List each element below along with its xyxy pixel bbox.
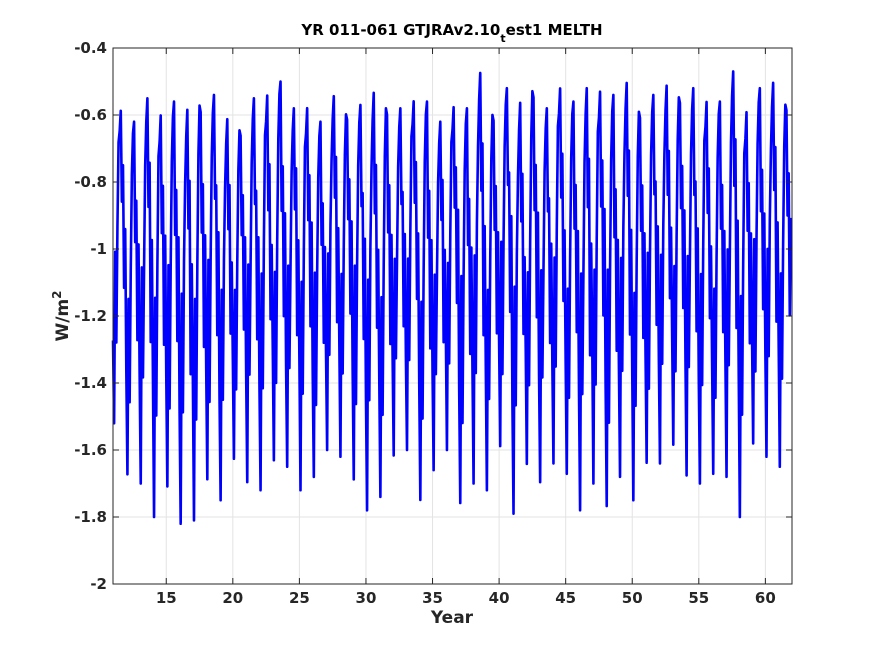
x-tick-label: 30	[356, 589, 377, 607]
y-tick-label: -0.4	[74, 39, 107, 57]
y-tick-label: -1	[90, 240, 107, 258]
x-tick-labels: 15 20 25 30 35 40 45 50 55 60	[156, 589, 776, 607]
y-tick-label: -1.4	[74, 374, 107, 392]
y-tick-label: -1.6	[74, 441, 107, 459]
y-tick-label: -0.8	[74, 173, 107, 191]
chart-title-rest: est1 MELTH	[506, 21, 603, 39]
chart-title-main: YR 011-061 GTJRAv2.10	[300, 21, 500, 39]
y-tick-labels: -2 -1.8 -1.6 -1.4 -1.2 -1 -0.8 -0.6 -0.4	[74, 39, 107, 593]
chart-title-subscript: t	[500, 32, 505, 45]
y-axis-label-superscript: 2	[50, 290, 64, 298]
x-tick-label: 40	[489, 589, 510, 607]
series-layer	[111, 70, 793, 526]
y-tick-label: -1.2	[74, 307, 107, 325]
x-axis-label: Year	[430, 608, 474, 628]
series-line	[111, 70, 793, 526]
x-tick-label: 55	[688, 589, 709, 607]
x-tick-label: 25	[289, 589, 310, 607]
y-axis-label-main: W/m	[53, 299, 73, 342]
y-tick-label: -2	[90, 575, 107, 593]
x-tick-label: 20	[222, 589, 243, 607]
y-axis-label: W/m2	[50, 290, 73, 341]
chart-title: YR 011-061 GTJRAv2.10test1 MELTH	[300, 21, 602, 45]
x-tick-label: 45	[555, 589, 576, 607]
x-tick-label: 50	[622, 589, 643, 607]
tick-marks	[113, 47, 792, 585]
y-tick-label: -0.6	[74, 106, 107, 124]
x-tick-label: 15	[156, 589, 177, 607]
x-tick-label: 60	[755, 589, 776, 607]
x-tick-label: 35	[422, 589, 443, 607]
y-tick-label: -1.8	[74, 508, 107, 526]
